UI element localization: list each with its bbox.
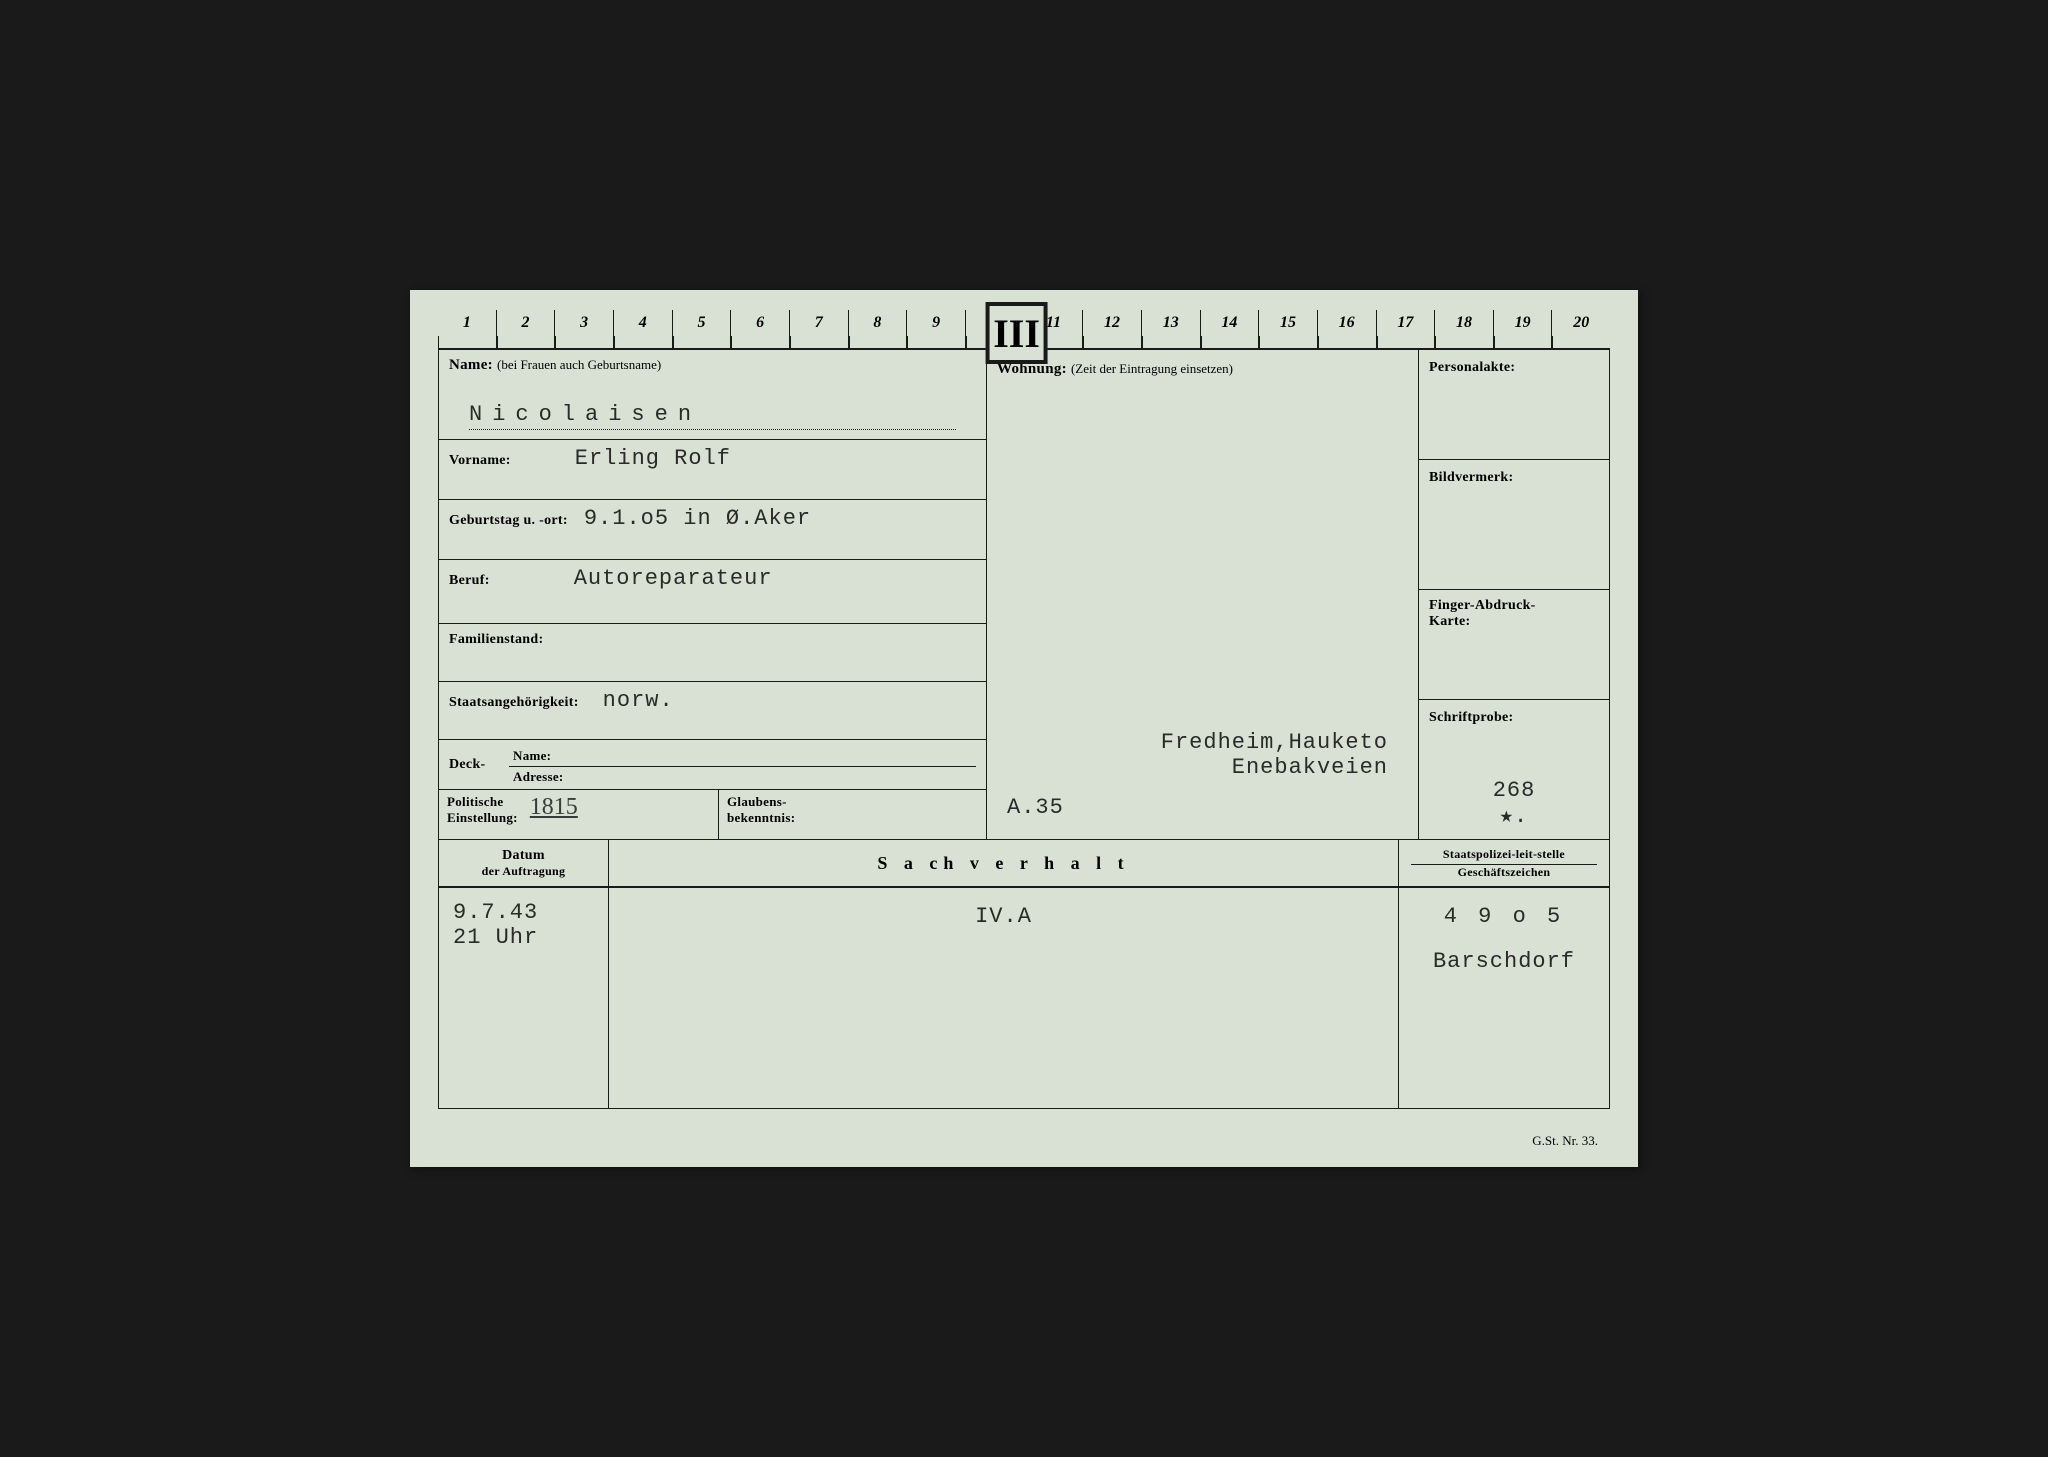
wohnung-line1: Fredheim,Hauketo xyxy=(1007,730,1388,755)
familienstand-label: Familienstand: xyxy=(449,632,543,647)
politische-value: 1815 xyxy=(530,794,578,821)
vorname-label: Vorname: xyxy=(449,453,511,468)
wohnung-column: Wohnung: (Zeit der Eintragung einsetzen)… xyxy=(987,350,1419,840)
form-number: G.St. Nr. 33. xyxy=(1532,1133,1598,1149)
td-datum: 9.7.43 21 Uhr xyxy=(439,888,609,1108)
th-sachverhalt: S a ch v e r h a l t xyxy=(609,840,1399,886)
name-value: Nicolaisen xyxy=(469,402,701,427)
ruler-tick: 6 xyxy=(730,310,789,348)
nationality-field: Staatsangehörigkeit: norw. xyxy=(439,682,986,740)
deck-adresse-label: Adresse: xyxy=(509,767,976,787)
ruler-tick: 1 xyxy=(438,310,496,348)
left-column: Name: (bei Frauen auch Geburtsname) Nico… xyxy=(439,350,987,840)
ruler-tick: 13 xyxy=(1141,310,1200,348)
ruler-tick: 18 xyxy=(1434,310,1493,348)
wohnung-hint: (Zeit der Eintragung einsetzen) xyxy=(1071,361,1233,376)
th-staat: Staatspolizei-leit-stelle Geschäftszeich… xyxy=(1399,840,1609,886)
politische-label-2: Einstellung: xyxy=(447,810,518,826)
th-datum: Datum der Auftragung xyxy=(439,840,609,886)
th-datum-2: der Auftragung xyxy=(443,864,604,879)
ruler-tick: 5 xyxy=(672,310,731,348)
th-staat-2: Geschäftszeichen xyxy=(1403,865,1605,880)
a35-value: A.35 xyxy=(1007,795,1064,820)
politische-label-1: Politische xyxy=(447,794,518,810)
schriftprobe-field: Schriftprobe: 268 ★. xyxy=(1419,700,1609,840)
bildvermerk-label: Bildvermerk: xyxy=(1429,470,1513,485)
birth-value: 9.1.o5 in Ø.Aker xyxy=(584,506,811,531)
glaubens-label-1: Glaubens- xyxy=(727,794,978,810)
td-sachverhalt: IV.A xyxy=(609,888,1399,1108)
ruler-tick: 17 xyxy=(1376,310,1435,348)
beruf-value: Autoreparateur xyxy=(574,566,773,591)
sachverhalt-value: IV.A xyxy=(975,904,1032,929)
main-grid: Name: (bei Frauen auch Geburtsname) Nico… xyxy=(438,350,1610,840)
datum-line2: 21 Uhr xyxy=(453,925,594,950)
ruler-tick: 9 xyxy=(906,310,965,348)
finger-label-2: Karte: xyxy=(1429,614,1599,630)
name-label: Name: xyxy=(449,357,493,373)
glaubens-label-2: bekenntnis: xyxy=(727,810,978,826)
roman-numeral: III xyxy=(993,310,1040,357)
sachverhalt-table: Datum der Auftragung S a ch v e r h a l … xyxy=(438,840,1610,1109)
personalakte-field: Personalakte: xyxy=(1419,350,1609,460)
td-staat: 4 9 o 5 Barschdorf xyxy=(1399,888,1609,1108)
beruf-label: Beruf: xyxy=(449,573,490,588)
ruler-tick: 12 xyxy=(1082,310,1141,348)
finger-label-1: Finger-Abdruck- xyxy=(1429,598,1599,614)
ruler-tick: 2 xyxy=(496,310,555,348)
schriftprobe-label: Schriftprobe: xyxy=(1429,710,1514,725)
ruler-tick: 3 xyxy=(554,310,613,348)
deck-label: Deck- xyxy=(449,757,486,773)
bildvermerk-field: Bildvermerk: xyxy=(1419,460,1609,590)
vorname-value: Erling Rolf xyxy=(575,446,731,471)
familienstand-field: Familienstand: xyxy=(439,624,986,682)
ruler-tick: 7 xyxy=(789,310,848,348)
schriftprobe-num: 268 xyxy=(1419,778,1609,803)
name-hint: (bei Frauen auch Geburtsname) xyxy=(497,357,661,372)
ruler-tick: 19 xyxy=(1493,310,1552,348)
nationality-label: Staatsangehörigkeit: xyxy=(449,695,579,710)
th-staat-1: Staatspolizei-leit-stelle xyxy=(1411,847,1597,865)
ruler-tick: 20 xyxy=(1551,310,1610,348)
birth-label: Geburtstag u. -ort: xyxy=(449,513,568,528)
ruler-tick: 15 xyxy=(1258,310,1317,348)
right-column: Personalakte: Bildvermerk: Finger-Abdruc… xyxy=(1419,350,1609,840)
nationality-value: norw. xyxy=(603,688,674,713)
ruler-tick: 16 xyxy=(1317,310,1376,348)
datum-line1: 9.7.43 xyxy=(453,900,594,925)
th-datum-1: Datum xyxy=(443,848,604,864)
staat-name: Barschdorf xyxy=(1413,949,1595,974)
finger-field: Finger-Abdruck- Karte: xyxy=(1419,590,1609,700)
schriftprobe-sym: ★. xyxy=(1419,803,1609,829)
deck-field: Deck- Name: Adresse: xyxy=(439,740,986,790)
ruler-tick: 8 xyxy=(848,310,907,348)
birth-field: Geburtstag u. -ort: 9.1.o5 in Ø.Aker xyxy=(439,500,986,560)
staat-num: 4 9 o 5 xyxy=(1413,904,1595,929)
vorname-field: Vorname: Erling Rolf xyxy=(439,440,986,500)
name-field: Name: (bei Frauen auch Geburtsname) Nico… xyxy=(439,350,986,440)
wohnung-line2: Enebakveien xyxy=(1007,755,1388,780)
roman-numeral-box: III xyxy=(986,302,1048,364)
personalakte-label: Personalakte: xyxy=(1429,360,1515,375)
deck-name-label: Name: xyxy=(509,746,976,767)
politics-religion-row: Politische Einstellung: 1815 Glaubens- b… xyxy=(439,790,986,840)
record-card: III 1 2 3 4 5 6 7 8 9 10 11 12 13 14 15 … xyxy=(410,290,1638,1167)
beruf-field: Beruf: Autoreparateur xyxy=(439,560,986,624)
ruler-tick: 14 xyxy=(1200,310,1259,348)
ruler-tick: 4 xyxy=(613,310,672,348)
